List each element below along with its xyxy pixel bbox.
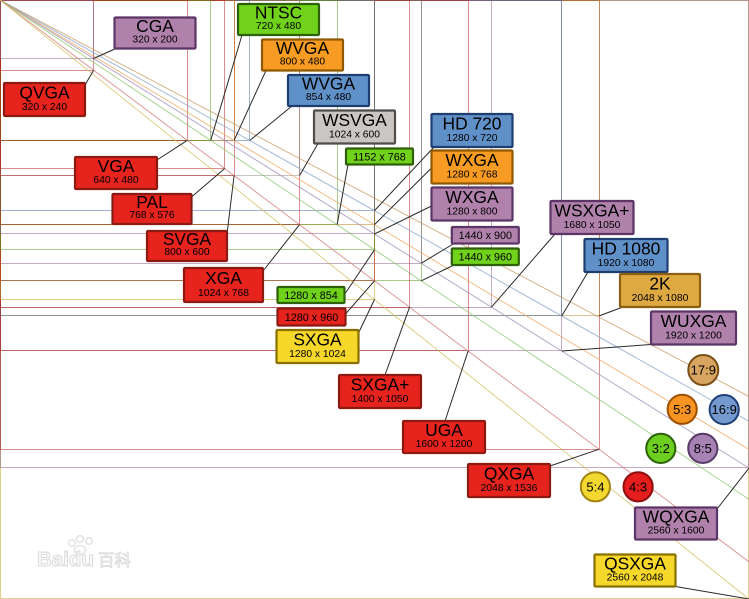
svg-text:SVGA: SVGA — [163, 229, 212, 249]
svg-text:2K: 2K — [649, 274, 671, 294]
svg-text:1280 x 800: 1280 x 800 — [447, 207, 498, 218]
svg-text:1920 x 1200: 1920 x 1200 — [665, 331, 722, 342]
svg-text:1280 x 854: 1280 x 854 — [284, 290, 337, 302]
svg-text:XGA: XGA — [205, 268, 242, 288]
svg-text:SXGA+: SXGA+ — [351, 375, 409, 395]
svg-text:4:3: 4:3 — [629, 479, 647, 494]
svg-text:百科: 百科 — [98, 551, 131, 570]
svg-text:640 x 480: 640 x 480 — [93, 175, 139, 186]
svg-text:800 x 600: 800 x 600 — [164, 247, 210, 258]
svg-text:WVGA: WVGA — [302, 74, 356, 94]
svg-text:2560 x 2048: 2560 x 2048 — [607, 573, 664, 584]
svg-text:2560 x 1600: 2560 x 1600 — [648, 526, 705, 537]
svg-text:1680 x 1050: 1680 x 1050 — [564, 220, 621, 231]
svg-text:1280 x 1024: 1280 x 1024 — [289, 349, 346, 360]
svg-text:17:9: 17:9 — [691, 363, 716, 378]
svg-text:768 x 576: 768 x 576 — [129, 210, 175, 221]
svg-text:3:2: 3:2 — [652, 441, 670, 456]
svg-text:1280 x 768: 1280 x 768 — [447, 170, 498, 181]
svg-text:320 x 200: 320 x 200 — [132, 35, 178, 46]
svg-text:2048 x 1080: 2048 x 1080 — [632, 293, 689, 304]
svg-text:WUXGA: WUXGA — [661, 311, 727, 331]
svg-text:800 x 480: 800 x 480 — [280, 57, 326, 68]
svg-text:1600 x 1200: 1600 x 1200 — [416, 439, 473, 450]
svg-text:1024 x 600: 1024 x 600 — [329, 130, 380, 141]
svg-text:HD 720: HD 720 — [443, 114, 502, 134]
svg-text:854 x 480: 854 x 480 — [306, 92, 352, 103]
svg-text:5:4: 5:4 — [586, 479, 604, 494]
svg-text:8:5: 8:5 — [694, 441, 712, 456]
svg-text:SXGA: SXGA — [293, 330, 342, 350]
svg-text:1280 x 720: 1280 x 720 — [447, 133, 498, 144]
svg-text:CGA: CGA — [136, 16, 174, 36]
svg-text:WQXGA: WQXGA — [643, 507, 710, 527]
svg-text:WVGA: WVGA — [276, 38, 330, 58]
svg-text:QSXGA: QSXGA — [604, 554, 666, 574]
svg-text:QVGA: QVGA — [19, 83, 70, 103]
svg-text:WXGA: WXGA — [445, 150, 499, 170]
svg-text:WSXGA+: WSXGA+ — [555, 201, 630, 221]
svg-text:1440 x 900: 1440 x 900 — [459, 230, 512, 242]
svg-text:16:9: 16:9 — [712, 402, 737, 417]
svg-text:NTSC: NTSC — [255, 3, 302, 23]
svg-text:WXGA: WXGA — [445, 187, 499, 207]
svg-text:1152 x 768: 1152 x 768 — [353, 151, 406, 163]
svg-text:1920 x 1080: 1920 x 1080 — [598, 258, 655, 269]
svg-text:720 x 480: 720 x 480 — [256, 21, 302, 32]
svg-text:1400 x 1050: 1400 x 1050 — [352, 394, 409, 405]
svg-text:QXGA: QXGA — [484, 464, 535, 484]
svg-text:HD 1080: HD 1080 — [592, 239, 661, 259]
svg-text:2048 x 1536: 2048 x 1536 — [481, 483, 538, 494]
svg-text:1440 x 960: 1440 x 960 — [459, 252, 512, 264]
svg-text:5:3: 5:3 — [673, 402, 691, 417]
svg-text:1024 x 768: 1024 x 768 — [198, 288, 249, 299]
svg-text:VGA: VGA — [98, 156, 135, 176]
svg-text:PAL: PAL — [136, 192, 168, 212]
svg-text:UGA: UGA — [425, 420, 463, 440]
svg-text:320 x 240: 320 x 240 — [22, 102, 68, 113]
svg-text:WSVGA: WSVGA — [322, 110, 387, 130]
svg-text:1280 x 960: 1280 x 960 — [285, 312, 338, 324]
